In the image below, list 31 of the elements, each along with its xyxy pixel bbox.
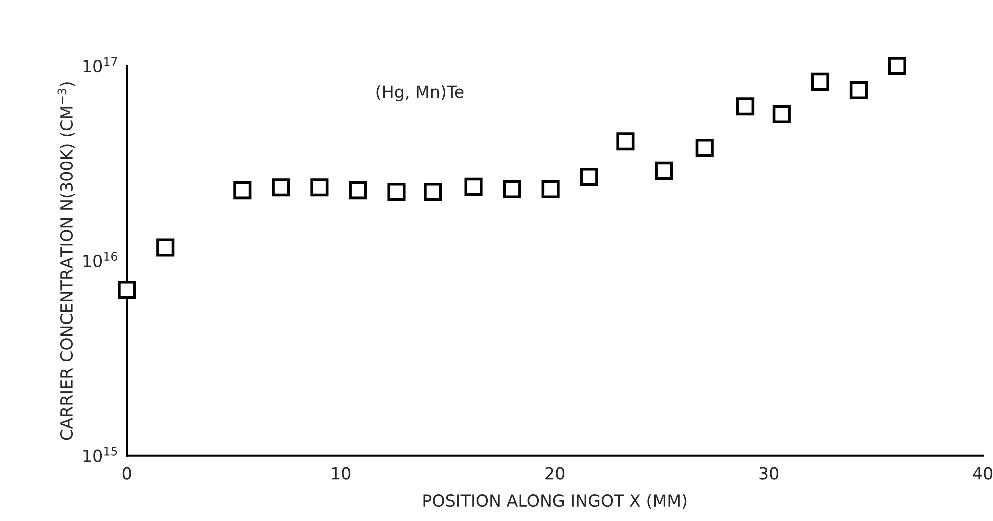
annotation: (Hg, Mn)Te <box>376 85 464 102</box>
point <box>616 132 635 151</box>
x-tick-label: 0 <box>122 467 132 480</box>
point <box>580 168 598 186</box>
point <box>156 238 175 257</box>
point <box>118 280 136 300</box>
point <box>811 72 830 91</box>
point <box>464 178 483 196</box>
point <box>736 98 755 116</box>
x-tick-label: 30 <box>760 467 779 480</box>
point <box>542 180 560 198</box>
point <box>772 105 791 124</box>
x-tick-label: 20 <box>546 467 565 480</box>
point <box>234 182 252 200</box>
point <box>655 162 674 180</box>
x-axis-title: POSITION ALONG INGOT X (MM) <box>424 494 687 510</box>
point <box>850 81 868 100</box>
y-tick-label: 10$^{17}$ <box>84 58 118 73</box>
point <box>696 139 714 158</box>
point <box>310 178 329 197</box>
point <box>388 182 406 202</box>
y-tick-label: 10$^{15}$ <box>84 447 118 462</box>
x-tick-label: 40 <box>973 467 993 480</box>
point <box>272 178 290 197</box>
point <box>349 182 368 200</box>
point <box>424 182 442 202</box>
y-axis-title: CARRIER CONCENTRATION N(300K) (CM$^{−3}$) <box>58 82 75 440</box>
x-tick-label: 10 <box>332 467 351 480</box>
point <box>503 180 522 198</box>
y-tick-label: 10$^{16}$ <box>84 252 118 268</box>
point <box>888 57 907 76</box>
